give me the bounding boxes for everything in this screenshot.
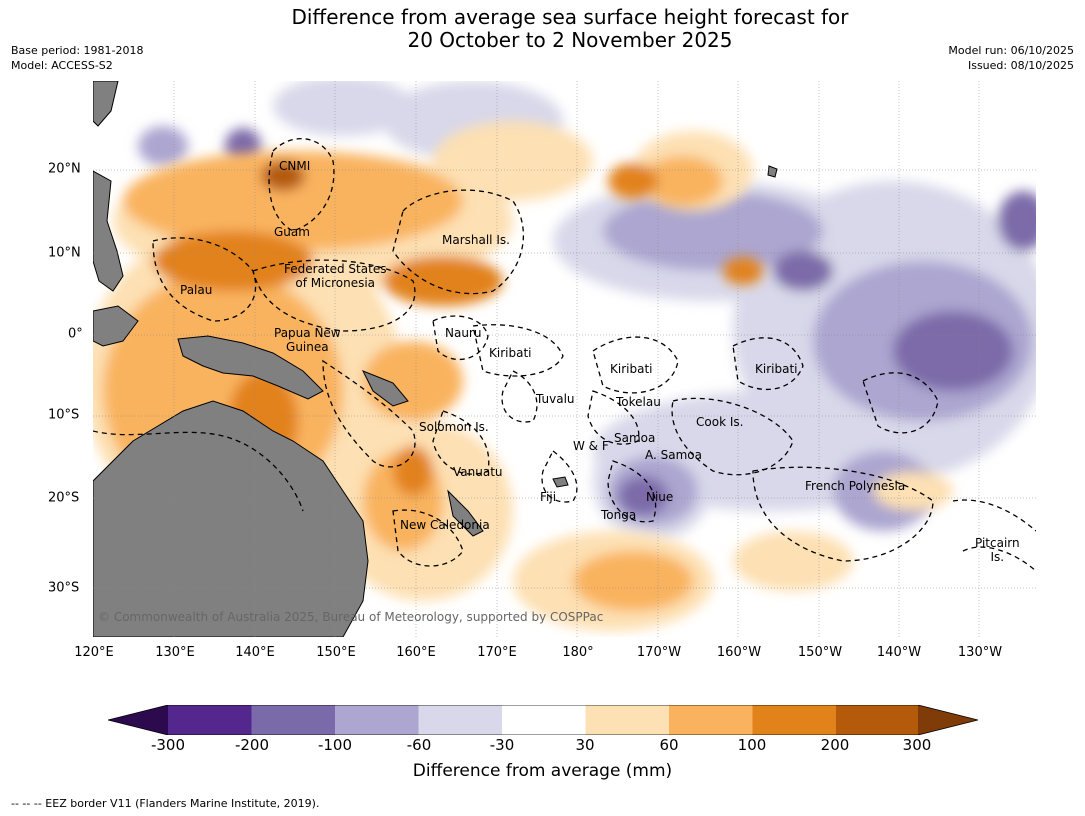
y-tick-30s: 30°S — [48, 580, 80, 596]
australia — [93, 400, 369, 637]
issued-date: Issued: 08/10/2025 — [967, 59, 1074, 72]
colorbar-bin-2 — [251, 705, 335, 735]
model-run: Model run: 06/10/2025 — [948, 44, 1074, 57]
x-tick-120e: 120°E — [74, 645, 114, 660]
label-kiribati-east: Kiribati — [755, 362, 798, 376]
colorbar-tick-minus60: -60 — [406, 736, 432, 754]
meta-right: Model run: 06/10/2025 Issued: 08/10/2025 — [948, 43, 1074, 73]
label-kiribati-west: Kiribati — [489, 346, 532, 360]
label-wallis-futuna: W & F — [573, 439, 609, 453]
x-tick-150w: 150°W — [797, 645, 843, 660]
label-tuvalu: Tuvalu — [536, 392, 575, 406]
x-tick-130w: 130°W — [957, 645, 1003, 660]
label-cnmi: CNMI — [279, 159, 311, 173]
colorbar-low-extension — [108, 705, 168, 735]
label-marshall: Marshall Is. — [442, 233, 510, 247]
colorbar-tick-minus300: -300 — [150, 736, 186, 754]
colorbar-bin-5 — [502, 705, 586, 735]
title-line-2: 20 October to 2 November 2025 — [407, 28, 733, 52]
label-tokelau: Tokelau — [616, 395, 661, 409]
philippines — [93, 170, 124, 292]
y-tick-10n: 10°N — [48, 245, 81, 261]
label-pitcairn: Pitcairn Is. — [975, 536, 1020, 564]
x-tick-160e: 160°E — [396, 645, 436, 660]
colorbar-tick-300: 300 — [902, 736, 932, 754]
eez-borders — [93, 138, 1036, 572]
label-american-samoa: A. Samoa — [645, 448, 702, 462]
label-samoa: Samoa — [614, 431, 656, 445]
colorbar-bin-9 — [836, 705, 918, 735]
x-tick-140w: 140°W — [876, 645, 922, 660]
x-tick-170e: 170°E — [477, 645, 517, 660]
colorbar-tick-60: 60 — [659, 736, 679, 754]
y-tick-20n: 20°N — [48, 161, 81, 177]
new-caledonia — [447, 489, 484, 537]
landmasses — [93, 81, 778, 637]
label-pitcairn-line2: Is. — [990, 550, 1005, 564]
graticule — [93, 81, 1036, 637]
colorbar-bin-4 — [418, 705, 502, 735]
label-niue: Niue — [646, 490, 674, 504]
y-tick-10s: 10°S — [48, 407, 80, 423]
x-tick-150e: 150°E — [316, 645, 356, 660]
map-panel — [93, 81, 1036, 637]
label-cook: Cook Is. — [696, 415, 744, 429]
colorbar-bin-3 — [335, 705, 419, 735]
label-fiji: Fiji — [540, 490, 557, 504]
y-tick-0: 0° — [68, 326, 83, 342]
label-png: Papua New Guinea — [274, 326, 341, 354]
colorbar-tick-100: 100 — [737, 736, 767, 754]
colorbar-tick-minus30: -30 — [489, 736, 515, 754]
solomon-islands — [361, 370, 409, 407]
label-vanuatu: Vanuatu — [453, 465, 503, 479]
x-tick-160w: 160°W — [716, 645, 762, 660]
colorbar-title: Difference from average (mm) — [412, 761, 673, 781]
x-tick-140e: 140°E — [235, 645, 275, 660]
base-period: Base period: 1981-2018 — [11, 44, 144, 57]
label-kiribati-central: Kiribati — [610, 362, 653, 376]
label-pitcairn-line1: Pitcairn — [975, 536, 1020, 550]
label-fsm-line1: Federated States — [284, 262, 387, 276]
meta-left: Base period: 1981-2018 Model: ACCESS-S2 — [11, 43, 143, 73]
label-guam: Guam — [274, 225, 310, 239]
y-tick-20s: 20°S — [48, 490, 80, 506]
label-tonga: Tonga — [601, 508, 637, 522]
x-tick-170w: 170°W — [636, 645, 682, 660]
label-french-polynesia: French Polynesia — [805, 479, 906, 493]
copyright-text: © Commonwealth of Australia 2025, Bureau… — [98, 610, 604, 624]
colorbar — [108, 705, 978, 735]
label-fsm-line2: of Micronesia — [295, 276, 376, 290]
sulawesi — [93, 305, 139, 347]
label-png-line2: Guinea — [286, 340, 329, 354]
label-nauru: Nauru — [445, 326, 482, 340]
colorbar-bin-8 — [752, 705, 836, 735]
map-canvas — [93, 81, 1036, 637]
colorbar-tick-30: 30 — [575, 736, 595, 754]
label-png-line1: Papua New — [274, 326, 341, 340]
hawaii — [767, 165, 778, 178]
x-tick-130e: 130°E — [155, 645, 195, 660]
colorbar-bin-1 — [168, 705, 252, 735]
eez-legend: -- -- -- EEZ border V11 (Flanders Marine… — [11, 797, 320, 810]
colorbar-tick-200: 200 — [820, 736, 850, 754]
label-new-caledonia: New Caledonia — [400, 518, 490, 532]
map-title: Difference from average sea surface heig… — [0, 6, 1085, 52]
label-palau: Palau — [180, 283, 213, 297]
colorbar-bin-7 — [669, 705, 753, 735]
x-tick-180: 180° — [562, 645, 594, 660]
new-guinea — [177, 335, 324, 400]
taiwan-region — [93, 81, 119, 127]
colorbar-bin-6 — [585, 705, 669, 735]
title-line-1: Difference from average sea surface heig… — [291, 5, 849, 29]
label-fsm: Federated States of Micronesia — [284, 262, 386, 290]
model-name: Model: ACCESS-S2 — [11, 59, 113, 72]
colorbar-tick-minus200: -200 — [234, 736, 270, 754]
label-solomon: Solomon Is. — [419, 420, 489, 434]
colorbar-tick-minus100: -100 — [317, 736, 353, 754]
fiji-island — [552, 476, 569, 488]
colorbar-high-extension — [918, 705, 978, 735]
